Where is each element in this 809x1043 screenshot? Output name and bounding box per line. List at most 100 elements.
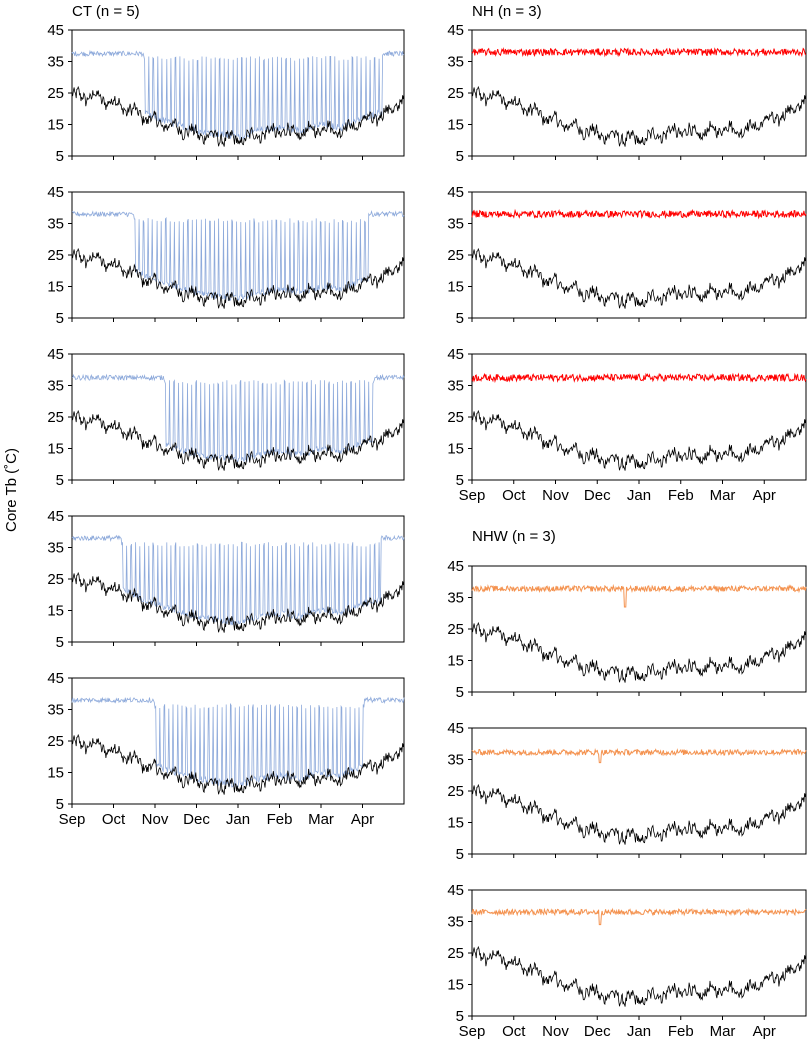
y-tick-label: 25 [47,733,64,750]
core-tb-series-line [71,696,405,789]
x-tick-label: Sep [59,811,86,828]
panel-frame [471,353,807,481]
x-tick-label: Jan [226,811,250,828]
x-tick-label: Dec [183,811,210,828]
y-tick-label: 25 [447,945,464,962]
y-tick-label: 45 [447,720,464,737]
nhw-group-title: NHW (n = 3) [472,528,556,545]
chart-panel-1: 5 15 25 35 45 [47,22,405,165]
x-tick-label: Mar [308,811,334,828]
core-tb-series-line [471,372,807,384]
chart-panel-5: 5 15 25 35 45 Sep Oct Nov Dec Jan Feb Mar Apr [47,670,405,828]
chart-panel-7: 5 15 25 35 45 [447,184,807,327]
x-tick-label: Sep [459,487,486,504]
core-tb-series-line [471,747,807,764]
y-tick-label: 25 [447,783,464,800]
x-tick-label: Sep [459,1023,486,1040]
y-tick-label: 35 [447,914,464,931]
x-tick-label: Nov [542,1023,569,1040]
chart-panel-9: 5 15 25 35 45 [447,558,807,701]
x-tick-label: Mar [710,487,736,504]
x-tick-label: Oct [502,1023,526,1040]
y-tick-label: 25 [447,621,464,638]
y-tick-label: 25 [447,85,464,102]
ambient-temperature-series-line [471,247,807,309]
y-tick-label: 15 [47,279,64,296]
y-tick-label: 45 [447,184,464,201]
y-tick-label: 5 [456,684,464,701]
core-tb-series-line [471,583,807,608]
chart-panel-6: 5 15 25 35 45 [447,22,807,165]
y-tick-label: 35 [47,540,64,557]
y-tick-label: 5 [56,634,64,651]
x-tick-label: Apr [753,487,776,504]
ambient-temperature-series-line [471,85,807,147]
y-tick-label: 15 [47,441,64,458]
y-tick-label: 25 [447,247,464,264]
y-tick-label: 35 [47,54,64,71]
ambient-temperature-series-line [71,247,405,309]
y-tick-label: 45 [447,22,464,39]
core-tb-series-line [71,534,405,626]
y-tick-label: 35 [447,216,464,233]
y-tick-label: 35 [447,590,464,607]
chart-panel-4: 5 15 25 35 45 [47,508,405,651]
panel-frame [471,565,807,693]
x-tick-label: Feb [668,487,694,504]
y-tick-label: 5 [456,148,464,165]
y-tick-label: 45 [47,508,64,525]
y-tick-label: 25 [47,247,64,264]
chart-panel-2: 5 15 25 35 45 [47,184,405,327]
ambient-temperature-series-line [71,85,405,147]
core-tb-series-line [471,907,807,926]
y-tick-label: 35 [47,378,64,395]
ambient-temperature-series-line [71,571,405,633]
y-tick-label: 5 [56,472,64,489]
y-tick-label: 25 [47,409,64,426]
y-tick-label: 45 [447,882,464,899]
x-tick-label: Jan [627,487,651,504]
chart-panel-10: 5 15 25 35 45 [447,720,807,863]
y-tick-label: 15 [47,603,64,620]
y-tick-label: 5 [456,1008,464,1025]
y-tick-label: 5 [56,310,64,327]
y-tick-label: 15 [447,117,464,134]
panel-frame [471,727,807,855]
y-tick-label: 15 [47,117,64,134]
y-tick-label: 25 [447,409,464,426]
y-axis-label: Core Tb (˚C) [3,448,20,532]
nh-group-title: NH (n = 3) [472,3,542,20]
y-tick-label: 15 [447,653,464,670]
y-tick-label: 25 [47,85,64,102]
x-tick-label: Feb [267,811,293,828]
chart-panel-3: 5 15 25 35 45 [47,346,405,489]
x-tick-label: Oct [502,487,526,504]
chart-panel-8: 5 15 25 35 45 Sep Oct Nov Dec Jan Feb Mar Apr [447,346,807,504]
y-tick-label: 45 [47,346,64,363]
ambient-temperature-series-line [71,409,405,471]
ambient-temperature-series-line [71,733,405,795]
ambient-temperature-series-line [471,621,807,683]
y-tick-label: 5 [456,472,464,489]
y-tick-label: 5 [456,846,464,863]
x-tick-label: Mar [710,1023,736,1040]
y-tick-label: 15 [447,441,464,458]
ambient-temperature-series-line [471,945,807,1007]
y-tick-label: 45 [47,22,64,39]
y-tick-label: 45 [447,346,464,363]
y-tick-label: 15 [447,977,464,994]
y-tick-label: 5 [56,796,64,813]
x-tick-label: Apr [351,811,374,828]
x-tick-label: Dec [584,1023,611,1040]
core-tb-series-line [471,47,807,58]
y-tick-label: 15 [447,815,464,832]
y-tick-label: 35 [447,378,464,395]
ambient-temperature-series-line [471,409,807,471]
core-tb-series-line [471,208,807,220]
core-tb-series-line [71,49,405,141]
panel-frame [471,29,807,157]
y-tick-label: 45 [47,184,64,201]
y-tick-label: 15 [47,765,64,782]
x-tick-label: Dec [584,487,611,504]
